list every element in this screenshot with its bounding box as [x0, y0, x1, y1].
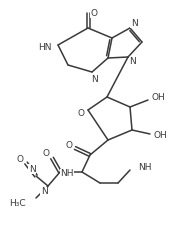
Text: OH: OH	[151, 94, 165, 102]
Text: O: O	[17, 154, 24, 163]
Text: NH: NH	[61, 169, 74, 179]
Text: OH: OH	[153, 132, 167, 141]
Text: O: O	[91, 8, 98, 18]
Text: H₃C: H₃C	[9, 200, 26, 208]
Text: N: N	[29, 165, 35, 174]
Text: NH: NH	[138, 162, 151, 172]
Text: HN: HN	[38, 42, 52, 52]
Text: N: N	[91, 75, 97, 85]
Text: N: N	[41, 187, 47, 196]
Text: O: O	[43, 149, 49, 159]
Text: N: N	[130, 58, 136, 67]
Text: N: N	[131, 19, 137, 27]
Text: O: O	[66, 141, 72, 149]
Text: O: O	[77, 108, 84, 118]
